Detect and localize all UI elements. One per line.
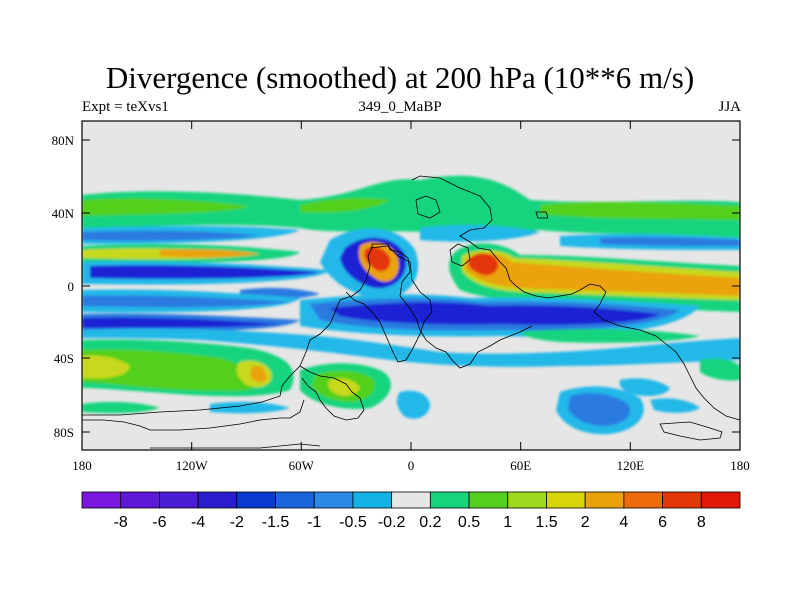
colorbar-labels: -8 -6 -4 -2 -1.5 -1 -0.5 -0.2 0.2 0.5 1 1.5 2 4 6 8 bbox=[114, 514, 706, 531]
lon-tick-label: 120W bbox=[176, 458, 209, 473]
colorbar-swatch bbox=[159, 491, 199, 509]
colorbar-swatch bbox=[546, 491, 586, 509]
lon-tick-label: 180 bbox=[730, 458, 750, 473]
colorbar-swatch bbox=[197, 491, 238, 509]
colorbar-swatch bbox=[81, 491, 122, 509]
colorbar-label: -6 bbox=[152, 514, 166, 531]
case-label: 349_0_MaBP bbox=[358, 99, 442, 115]
colorbar-label: -8 bbox=[114, 514, 128, 531]
colorbar-label: 1.5 bbox=[535, 514, 557, 531]
lat-tick-labels: 80N 40N 0 40S 80S bbox=[52, 133, 75, 440]
colorbar-label: -0.5 bbox=[339, 514, 367, 531]
continent-outlines bbox=[82, 175, 740, 449]
colorbar-label: 0.2 bbox=[419, 514, 441, 531]
lat-tick-label: 80S bbox=[54, 425, 74, 440]
season-label: JJA bbox=[718, 99, 741, 115]
lat-tick-label: 40N bbox=[52, 206, 75, 221]
colorbar-swatch bbox=[584, 491, 625, 509]
colorbar-swatch bbox=[275, 491, 315, 509]
lon-tick-label: 60W bbox=[289, 458, 315, 473]
colorbar-swatch bbox=[313, 491, 354, 509]
lon-tick-label: 60E bbox=[510, 458, 531, 473]
colorbar-label: -2 bbox=[230, 514, 244, 531]
experiment-label: Expt = teXvs1 bbox=[82, 99, 169, 115]
lon-tick-label: 180 bbox=[72, 458, 92, 473]
colorbar-label: 6 bbox=[658, 514, 667, 531]
lon-tick-marks bbox=[81, 121, 741, 450]
colorbar-swatch bbox=[391, 491, 431, 509]
colorbar bbox=[81, 491, 741, 509]
colorbar-swatch bbox=[352, 491, 393, 509]
colorbar-swatch bbox=[700, 491, 741, 509]
colorbar-swatch bbox=[236, 491, 276, 509]
colorbar-label: 0.5 bbox=[458, 514, 480, 531]
lat-tick-label: 0 bbox=[68, 279, 75, 294]
colorbar-label: 4 bbox=[619, 514, 628, 531]
colorbar-swatch bbox=[120, 491, 160, 509]
lon-tick-label: 0 bbox=[408, 458, 415, 473]
colorbar-label: -0.2 bbox=[378, 514, 406, 531]
colorbar-label: 8 bbox=[697, 514, 706, 531]
lon-tick-label: 120E bbox=[617, 458, 645, 473]
chart-title: Divergence (smoothed) at 200 hPa (10**6 … bbox=[105, 60, 695, 95]
lat-tick-marks bbox=[82, 139, 740, 433]
lat-tick-label: 40S bbox=[54, 351, 74, 366]
colorbar-swatch bbox=[662, 491, 702, 509]
lon-tick-labels: 180 120W 60W 0 60E 120E 180 bbox=[72, 458, 750, 473]
colorbar-label: -1.5 bbox=[262, 514, 290, 531]
colorbar-label: -1 bbox=[307, 514, 321, 531]
colorbar-swatch bbox=[507, 491, 547, 509]
lat-tick-label: 80N bbox=[52, 133, 75, 148]
colorbar-swatch bbox=[429, 491, 470, 509]
divergence-field bbox=[82, 175, 740, 435]
colorbar-label: 1 bbox=[503, 514, 512, 531]
colorbar-swatch bbox=[623, 491, 663, 509]
colorbar-label: 2 bbox=[581, 514, 590, 531]
colorbar-swatch bbox=[468, 491, 509, 509]
colorbar-label: -4 bbox=[191, 514, 205, 531]
